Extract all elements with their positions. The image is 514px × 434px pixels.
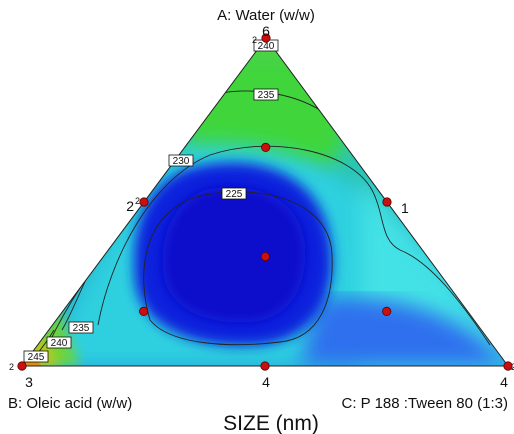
design-point-label-edge-AC: 1 <box>401 200 409 216</box>
design-point-axial-A <box>261 142 271 152</box>
contour-label-235-left: 235 <box>68 321 94 334</box>
design-point-label-vertex-B: 2 <box>9 362 14 372</box>
design-point-labels: 22 22 2 1 <box>9 35 514 372</box>
design-point-edge-AB <box>139 197 149 207</box>
contour-label-group: 240 235 230 225 235 240 245 <box>23 39 279 363</box>
component-c-corner-value: 4 <box>500 374 508 390</box>
component-a-corner-value: 6 <box>262 23 270 39</box>
design-point-label-vertex-A: 2 <box>252 35 257 45</box>
svg-text:225: 225 <box>226 189 243 200</box>
contour-230 <box>97 145 491 346</box>
svg-text:240: 240 <box>51 338 68 349</box>
design-point-edge-AC <box>382 197 392 207</box>
contour-label-230: 230 <box>168 154 194 167</box>
design-points <box>17 33 513 371</box>
component-c-label: C: P 188 :Tween 80 (1:3) <box>342 395 509 412</box>
contour-label-235-top: 235 <box>253 88 279 101</box>
contour-label-245-left: 245 <box>23 350 49 363</box>
svg-text:235: 235 <box>258 90 275 101</box>
design-point-edge-BC <box>260 361 270 371</box>
design-point-axial-C <box>382 306 392 316</box>
design-point-label-vertex-C: 2 <box>511 362 514 372</box>
contour-225 <box>143 191 333 346</box>
chart-title: SIZE (nm) <box>223 412 319 434</box>
component-b-corner-value: 3 <box>25 374 33 390</box>
design-point-axial-B <box>139 306 149 316</box>
design-point-vertex-B <box>17 361 27 371</box>
design-point-centroid <box>260 252 270 262</box>
svg-text:230: 230 <box>173 156 190 167</box>
svg-text:240: 240 <box>258 41 275 52</box>
contour-label-225: 225 <box>221 187 247 200</box>
svg-text:235: 235 <box>73 323 90 334</box>
svg-text:245: 245 <box>28 352 45 363</box>
design-point-vertex-C <box>503 361 513 371</box>
design-point-sup-edge-AB: 2 <box>135 196 140 206</box>
design-point-label-edge-AB: 2 <box>126 198 134 214</box>
bottom-mid-value: 4 <box>262 374 270 390</box>
component-b-label: B: Oleic acid (w/w) <box>8 395 132 412</box>
contour-label-240-left: 240 <box>46 336 72 349</box>
design-point-vertex-A <box>261 33 271 43</box>
component-a-label: A: Water (w/w) <box>217 7 315 24</box>
